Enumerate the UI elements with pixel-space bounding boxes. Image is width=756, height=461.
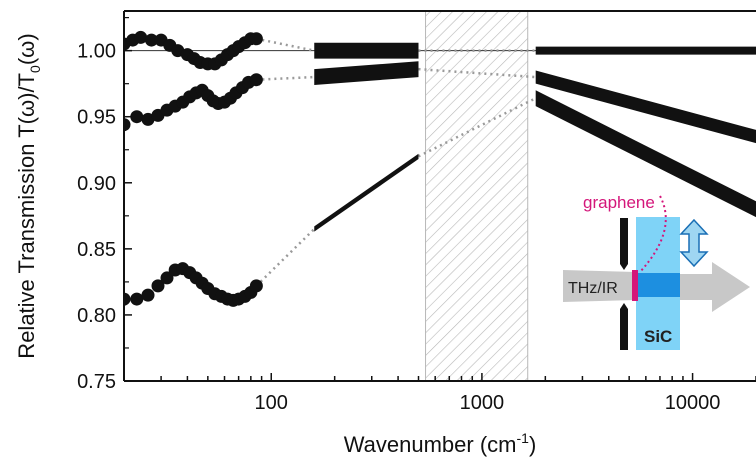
interpolation-dotted-line (255, 228, 316, 287)
data-point (249, 32, 263, 46)
sample-schematic-inset: graphene THz/IR SiC (563, 193, 750, 350)
interpolation-dotted-line (418, 67, 536, 79)
y-tick-label: 1.00 (77, 41, 116, 63)
data-point (151, 279, 165, 293)
x-tick-label: 1000 (460, 392, 505, 414)
sic-label: SiC (644, 327, 672, 346)
data-point (249, 279, 263, 293)
spectrum-segment (314, 153, 419, 232)
x-tick-label: 10000 (665, 392, 721, 414)
data-point (144, 33, 158, 47)
data-point (134, 30, 148, 44)
translation-arrow-icon (679, 218, 709, 268)
data-point (249, 73, 263, 87)
x-axis-label: Wavenumber (cm-1) (344, 430, 537, 457)
graphene-layer (632, 270, 638, 301)
data-point (124, 292, 131, 306)
y-tick-label: 0.90 (77, 173, 116, 195)
y-tick-label: 0.75 (77, 371, 116, 393)
spectrum-segment (535, 70, 756, 144)
y-axis-label: Relative Transmission T(ω)/T0(ω) (14, 33, 43, 358)
interpolation-dotted-line (417, 97, 537, 158)
spectrum-segment (535, 46, 756, 55)
data-point (141, 112, 155, 126)
beam-in-substrate (636, 273, 680, 297)
data-point (124, 118, 131, 132)
y-tick-label: 0.85 (77, 239, 116, 261)
incident-beam-arrow (563, 270, 636, 302)
data-point (141, 288, 155, 302)
spectrum-segment (314, 61, 419, 85)
x-tick-label: 100 (255, 392, 288, 414)
spectrum-segment (535, 90, 756, 218)
data-point (130, 292, 144, 306)
graphene-label: graphene (583, 193, 655, 212)
aperture-upper (620, 218, 628, 270)
interpolation-dotted-line (256, 37, 315, 52)
transmitted-beam-arrow (680, 262, 750, 312)
y-tick-label: 0.95 (77, 107, 116, 129)
data-point (130, 110, 144, 124)
y-tick-label: 0.80 (77, 305, 116, 327)
hatched-gap-region (425, 11, 529, 381)
interpolation-dotted-line (256, 75, 315, 81)
aperture-lower (620, 303, 628, 350)
thz-ir-label: THz/IR (568, 280, 618, 297)
spectrum-segment (314, 42, 419, 59)
data-point (160, 271, 174, 285)
